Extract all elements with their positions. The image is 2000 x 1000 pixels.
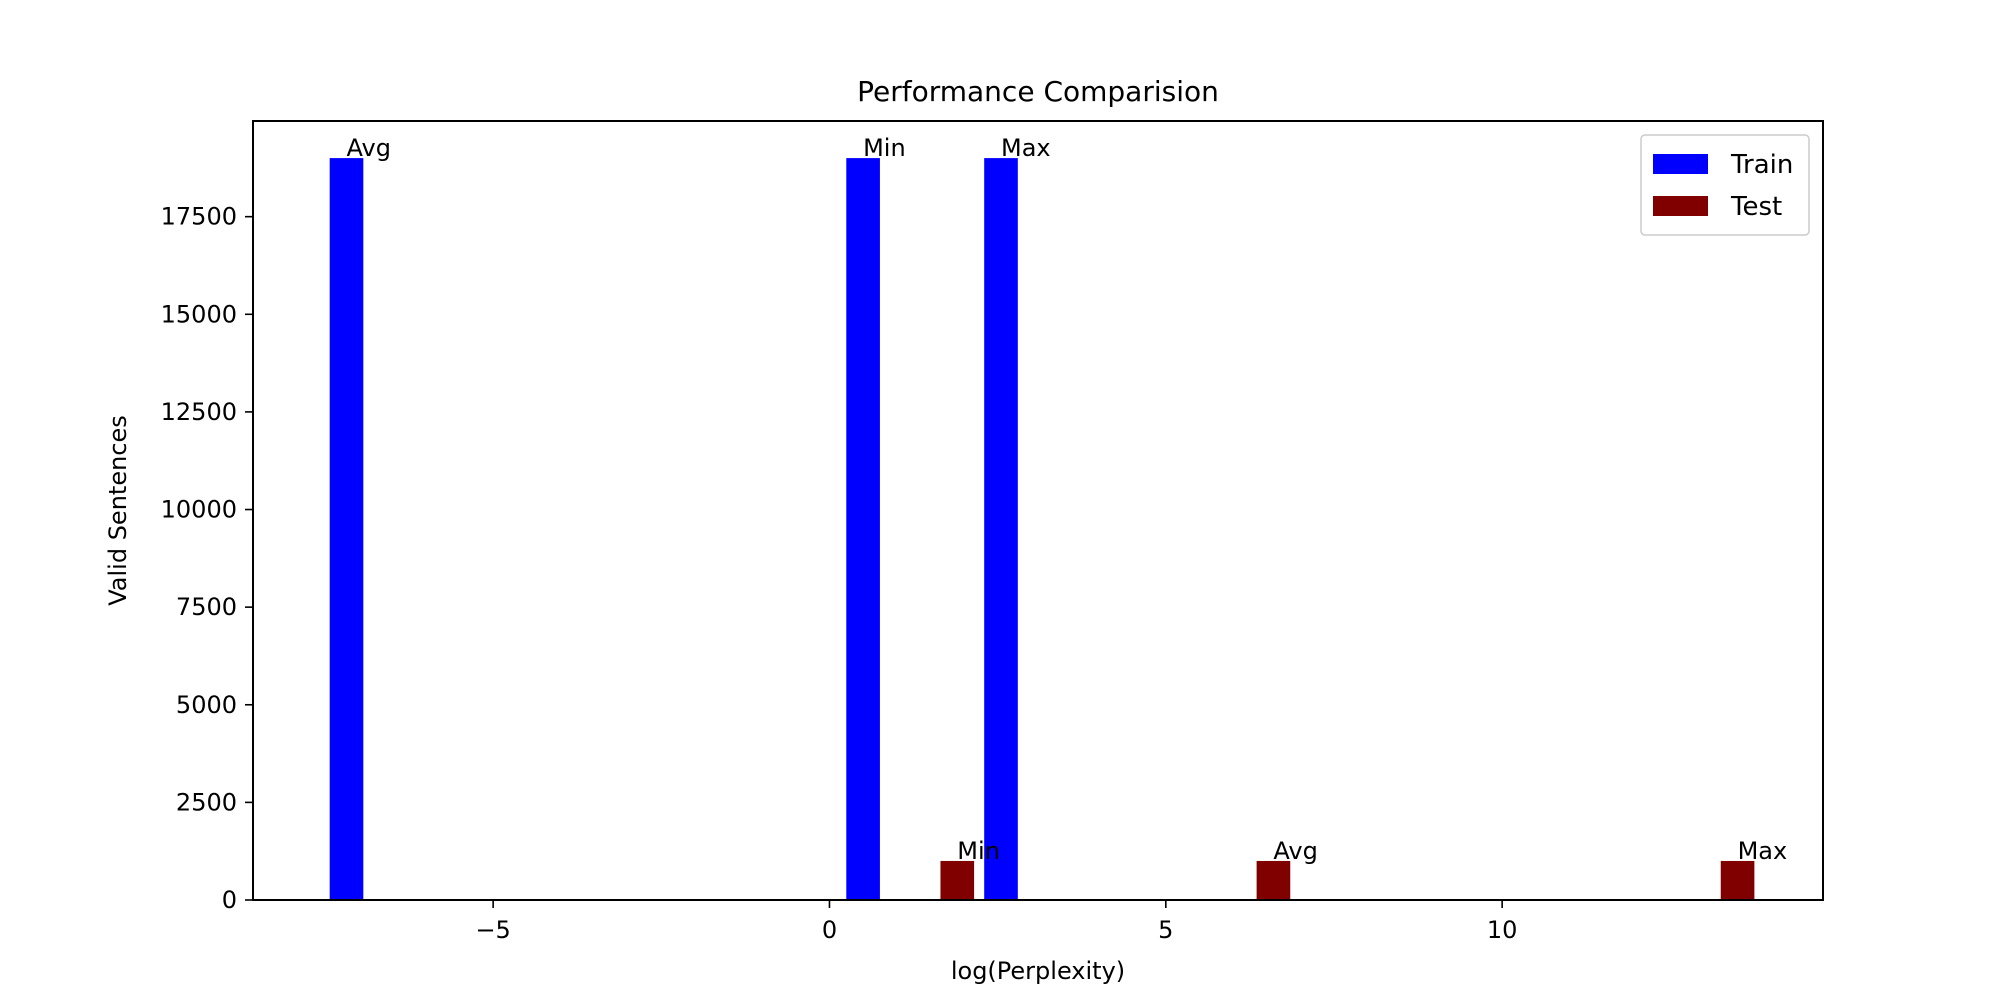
y-tick-label: 7500 bbox=[176, 593, 237, 621]
bar-annotation-test-max: Max bbox=[1738, 837, 1788, 865]
legend-label-train: Train bbox=[1730, 150, 1793, 180]
bar-train-min bbox=[846, 158, 880, 901]
bar-train-avg bbox=[329, 158, 364, 901]
x-tick-label: 0 bbox=[822, 916, 837, 944]
x-tick-label: −5 bbox=[475, 916, 510, 944]
bar-annotation-train-min: Min bbox=[863, 134, 906, 162]
bars-layer bbox=[329, 158, 1755, 901]
y-tick-label: 5000 bbox=[176, 691, 237, 719]
legend-label-test: Test bbox=[1730, 192, 1782, 222]
y-tick-label: 0 bbox=[222, 886, 237, 914]
x-tick-label: 10 bbox=[1487, 916, 1518, 944]
bar-annotation-test-avg: Avg bbox=[1273, 837, 1317, 865]
x-axis-label: log(Perplexity) bbox=[951, 957, 1125, 985]
bar-train-max bbox=[984, 158, 1018, 901]
y-tick-label: 12500 bbox=[161, 398, 237, 426]
legend: Train Test bbox=[1640, 134, 1810, 236]
x-tick-label: 5 bbox=[1158, 916, 1173, 944]
annotations-layer: Avg Min Max Min Avg Max bbox=[347, 134, 1788, 865]
bar-annotation-train-max: Max bbox=[1001, 134, 1051, 162]
y-tick-label: 10000 bbox=[161, 496, 237, 524]
y-axis-label: Valid Sentences bbox=[104, 415, 132, 606]
plot-frame bbox=[252, 120, 1824, 901]
bar-test-max bbox=[1720, 860, 1755, 900]
y-axis: 0 2500 5000 7500 10000 12500 15000 17500 bbox=[161, 203, 253, 914]
bar-test-avg bbox=[1256, 860, 1291, 900]
y-tick-label: 15000 bbox=[161, 300, 237, 328]
y-tick-label: 2500 bbox=[176, 788, 237, 816]
x-axis: −5 0 5 10 bbox=[475, 900, 1517, 944]
legend-swatch-test bbox=[1653, 196, 1708, 216]
legend-swatch-train bbox=[1653, 154, 1708, 174]
bar-annotation-test-min: Min bbox=[957, 837, 1000, 865]
y-tick-label: 17500 bbox=[161, 203, 237, 231]
bar-test-min bbox=[940, 860, 975, 900]
chart-title: Performance Comparision bbox=[857, 75, 1219, 108]
bar-annotation-train-avg: Avg bbox=[347, 134, 391, 162]
